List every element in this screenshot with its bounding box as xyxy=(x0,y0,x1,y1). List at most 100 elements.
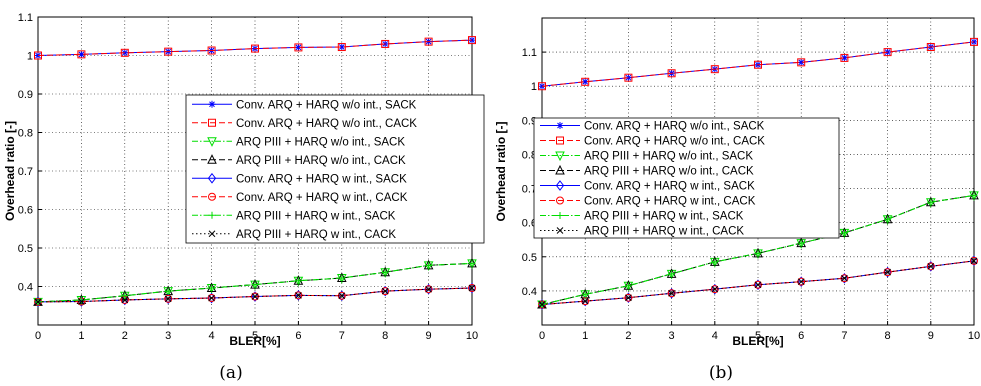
legend-label-a-1: Conv. ARQ + HARQ w/o int., CACK xyxy=(236,118,417,130)
legend-marker-a-7 xyxy=(208,230,216,238)
data-point-b-7-2 xyxy=(625,294,632,302)
data-point-a-7-2 xyxy=(121,296,129,304)
data-point-a-1-9 xyxy=(424,37,433,46)
y-tick-label-b-0: 0.4 xyxy=(522,286,537,298)
legend-box-b xyxy=(533,117,840,239)
x-tick-label-b-10: 10 xyxy=(968,330,980,342)
data-point-b-4-4 xyxy=(710,283,719,295)
data-point-a-6-3 xyxy=(164,287,172,295)
data-point-a-6-6 xyxy=(294,277,302,285)
data-point-a-5-9 xyxy=(424,285,433,294)
x-tick-label-b-2: 2 xyxy=(625,330,631,342)
data-point-b-4-2 xyxy=(624,292,633,304)
legend-marker-b-3 xyxy=(555,164,565,175)
data-point-b-6-3 xyxy=(668,270,676,278)
chart-b-svg: 0 1 2 3 4 5 6 7 8 9 10 0.4 0.5 0.6 0.7 0.8 0.9 1 1.1 BLER[%… xyxy=(494,17,980,383)
data-point-a-5-10 xyxy=(468,284,476,293)
x-tick-label-b-9: 9 xyxy=(928,330,934,342)
y-tick-label-a-4: 0.8 xyxy=(18,128,33,140)
data-point-a-7-6 xyxy=(295,292,302,299)
data-point-b-5-2 xyxy=(624,293,633,302)
y-tick-label-b-5: 0.9 xyxy=(522,115,537,127)
data-point-b-6-10 xyxy=(970,191,978,199)
x-tick-label-b-5: 5 xyxy=(755,330,761,342)
data-point-a-1-7 xyxy=(337,43,346,52)
data-point-a-4-6 xyxy=(294,290,303,301)
series-a-1 xyxy=(34,36,476,60)
legend-label-b-3: ARQ PIII + HARQ w/o int., CACK xyxy=(584,166,754,178)
data-point-b-7-3 xyxy=(668,289,675,297)
data-point-a-1-3 xyxy=(164,47,173,56)
legend-marker-b-1 xyxy=(556,136,564,145)
data-point-a-0-6 xyxy=(294,43,302,51)
series-a-7 xyxy=(34,284,476,306)
y-tick-label-a-7: 1.1 xyxy=(18,12,33,24)
legend-marker-a-4 xyxy=(207,172,217,184)
legend-label-b-5: Conv. ARQ + HARQ w int., CACK xyxy=(584,196,756,208)
data-point-a-4-9 xyxy=(424,283,433,295)
data-point-b-4-3 xyxy=(667,287,676,299)
data-point-b-1-1 xyxy=(581,77,590,86)
legend-label-b-4: Conv. ARQ + HARQ w int., SACK xyxy=(584,181,755,193)
data-point-b-4-6 xyxy=(797,276,806,287)
data-point-a-4-8 xyxy=(381,285,390,297)
caption-b: (b) xyxy=(709,363,733,383)
data-point-b-6-5 xyxy=(754,249,762,257)
data-point-a-4-7 xyxy=(337,290,346,302)
data-point-a-6-7 xyxy=(338,274,346,282)
legend-marker-a-6 xyxy=(208,211,216,219)
legend-b: Conv. ARQ + HARQ w/o int., SACK Conv. ARQ… xyxy=(533,117,840,239)
legend-label-b-7: ARQ PIII + HARQ w int., CACK xyxy=(584,226,744,238)
legend-marker-b-7 xyxy=(556,227,564,234)
series-b-7 xyxy=(538,257,978,308)
data-point-b-7-6 xyxy=(797,278,805,286)
data-point-b-0-6 xyxy=(797,58,805,66)
data-point-a-6-9 xyxy=(425,261,433,269)
data-point-a-4-4 xyxy=(207,292,216,304)
legend-marker-a-1 xyxy=(208,118,216,127)
data-point-b-6-4 xyxy=(711,258,719,266)
series-line-a-6 xyxy=(37,262,473,303)
x-tick-label-a-1: 1 xyxy=(78,330,84,342)
data-point-b-0-1 xyxy=(581,78,589,86)
data-point-b-5-9 xyxy=(926,262,935,271)
legend-label-a-6: ARQ PIII + HARQ w int., SACK xyxy=(236,210,396,222)
data-point-b-7-10 xyxy=(970,257,978,265)
series-b-6 xyxy=(538,191,978,309)
x-tick-label-a-10: 10 xyxy=(466,330,478,342)
data-point-b-7-1 xyxy=(581,297,589,305)
legend-label-b-6: ARQ PIII + HARQ w int., SACK xyxy=(584,211,744,223)
data-point-b-4-1 xyxy=(581,295,590,307)
data-point-a-7-8 xyxy=(381,287,389,295)
x-tick-label-a-5: 5 xyxy=(252,330,258,342)
series-a-6 xyxy=(34,259,476,306)
x-axis-label-b: BLER[%] xyxy=(732,334,783,348)
data-point-a-6-4 xyxy=(208,284,216,292)
data-point-a-7-9 xyxy=(425,285,432,293)
legend-label-b-2: ARQ PIII + HARQ w/o int., SACK xyxy=(584,151,753,163)
x-tick-label-b-4: 4 xyxy=(712,330,718,342)
data-point-b-1-7 xyxy=(840,53,849,62)
data-point-a-7-3 xyxy=(164,295,172,303)
legend-a: Conv. ARQ + HARQ w/o int., SACK Conv. ARQ… xyxy=(185,94,485,244)
legend-marker-a-0 xyxy=(208,100,216,108)
legend-marker-a-5 xyxy=(208,192,216,201)
data-point-b-5-10 xyxy=(970,256,978,265)
data-point-b-4-8 xyxy=(883,266,892,278)
data-point-b-6-6 xyxy=(797,239,805,247)
data-point-a-4-3 xyxy=(164,293,173,305)
data-point-b-0-0 xyxy=(538,82,546,90)
data-point-a-7-4 xyxy=(208,294,215,302)
data-point-b-6-2 xyxy=(624,282,632,290)
y-axis-label-b: Overhead ratio [-] xyxy=(494,121,508,221)
data-point-a-6-8 xyxy=(381,268,389,276)
legend-label-a-4: Conv. ARQ + HARQ w int., SACK xyxy=(236,173,407,185)
data-point-a-0-1 xyxy=(77,50,85,58)
x-tick-label-a-3: 3 xyxy=(165,330,171,342)
data-point-a-4-5 xyxy=(250,291,260,302)
data-point-b-5-8 xyxy=(883,268,892,277)
y-tick-label-a-1: 0.5 xyxy=(18,243,33,255)
y-tick-label-b-4: 0.8 xyxy=(522,149,537,161)
y-tick-label-a-0: 0.4 xyxy=(18,282,33,294)
data-point-b-4-9 xyxy=(926,261,935,272)
